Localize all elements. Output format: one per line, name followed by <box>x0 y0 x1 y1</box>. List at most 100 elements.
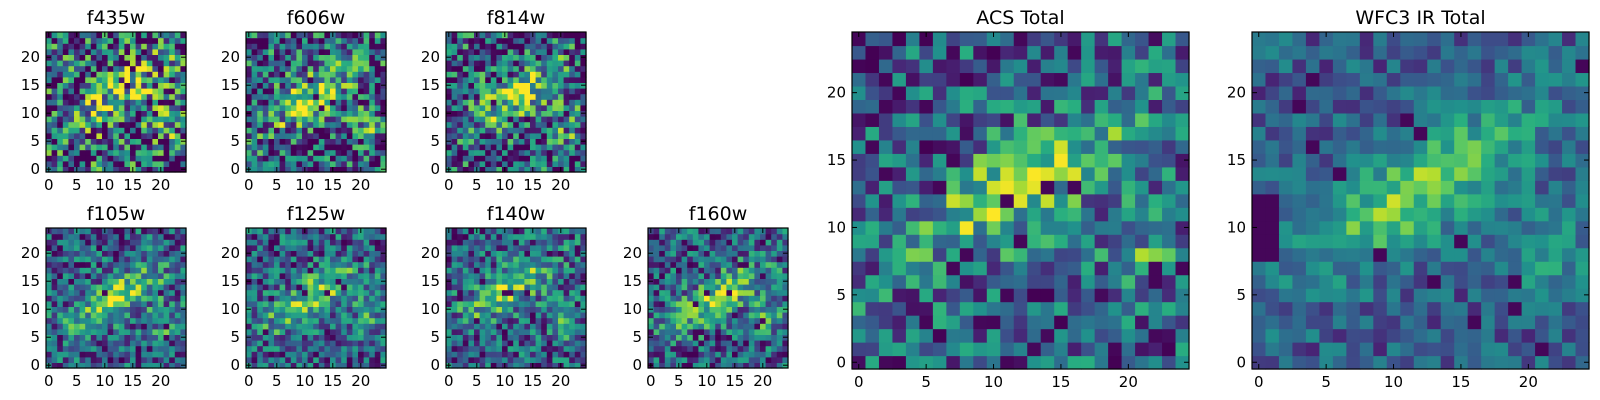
pixel-cell <box>569 239 576 246</box>
pixel-cell <box>251 289 258 296</box>
pixel-cell <box>180 127 187 134</box>
pixel-cell <box>302 328 309 335</box>
pixel-cell <box>107 166 114 173</box>
pixel-cell <box>524 60 531 67</box>
pixel-cell <box>268 144 275 151</box>
pixel-cell <box>107 334 114 341</box>
pixel-cell <box>490 345 497 352</box>
pixel-cell <box>369 312 376 319</box>
pixel-cell <box>1054 328 1069 343</box>
pixel-cell <box>1040 180 1055 195</box>
pixel-cell <box>158 144 165 151</box>
pixel-cell <box>341 289 348 296</box>
pixel-cell <box>479 334 486 341</box>
pixel-cell <box>51 295 58 302</box>
pixel-cell <box>451 334 458 341</box>
pixel-cell <box>290 284 297 291</box>
pixel-cell <box>318 239 325 246</box>
pixel-cell <box>946 153 961 168</box>
pixel-cell <box>307 340 314 347</box>
pixel-cell <box>102 261 109 268</box>
pixel-cell <box>653 250 660 257</box>
pixel-cell <box>130 306 137 313</box>
pixel-cell <box>146 228 153 235</box>
pixel-cell <box>374 312 381 319</box>
pixel-cell <box>107 71 114 78</box>
pixel-cell <box>174 312 181 319</box>
pixel-cell <box>174 244 181 251</box>
pixel-cell <box>659 272 666 279</box>
pixel-cell <box>687 362 694 369</box>
pixel-cell <box>380 149 387 156</box>
pixel-cell <box>296 116 303 123</box>
pixel-cell <box>552 43 559 50</box>
pixel-cell <box>285 362 292 369</box>
pixel-cell <box>124 239 131 246</box>
pixel-cell <box>569 228 576 235</box>
pixel-cell <box>507 228 514 235</box>
pixel-cell <box>169 160 176 167</box>
pixel-cell <box>369 48 376 55</box>
pixel-cell <box>715 317 722 324</box>
pixel-cell <box>113 239 120 246</box>
pixel-cell <box>307 289 314 296</box>
pixel-cell <box>776 312 783 319</box>
pixel-cell <box>485 121 492 128</box>
pixel-cell <box>507 261 514 268</box>
pixel-cell <box>737 328 744 335</box>
pixel-cell <box>479 272 486 279</box>
pixel-cell <box>85 127 92 134</box>
pixel-cell <box>563 323 570 330</box>
pixel-cell <box>698 261 705 268</box>
pixel-cell <box>479 228 486 235</box>
pixel-cell <box>62 54 69 61</box>
pixel-cell <box>358 289 365 296</box>
pixel-cell <box>257 54 264 61</box>
pixel-cell <box>141 54 148 61</box>
pixel-cell <box>569 155 576 162</box>
pixel-cell <box>318 71 325 78</box>
pixel-cell <box>68 155 75 162</box>
pixel-cell <box>335 345 342 352</box>
pixel-cell <box>113 104 120 111</box>
pixel-cell <box>574 244 581 251</box>
pixel-cell <box>687 300 694 307</box>
pixel-cell <box>318 93 325 100</box>
pixel-cell <box>919 247 934 262</box>
pixel-cell <box>346 32 353 39</box>
pixel-cell <box>474 351 481 358</box>
pixel-cell <box>358 93 365 100</box>
pixel-cell <box>363 345 370 352</box>
pixel-cell <box>279 244 286 251</box>
pixel-cell <box>919 234 934 249</box>
pixel-cell <box>748 300 755 307</box>
pixel-cell <box>474 88 481 95</box>
pixel-cell <box>57 323 64 330</box>
pixel-cell <box>68 244 75 251</box>
pixel-cell <box>479 160 486 167</box>
pixel-cell <box>85 138 92 145</box>
pixel-cell <box>374 37 381 44</box>
pixel-cell <box>518 289 525 296</box>
pixel-cell <box>141 239 148 246</box>
pixel-cell <box>1013 166 1028 181</box>
pixel-cell <box>681 295 688 302</box>
pixel-cell <box>380 323 387 330</box>
pixel-cell <box>135 149 142 156</box>
pixel-cell <box>51 37 58 44</box>
pixel-cell <box>113 99 120 106</box>
pixel-cell <box>485 54 492 61</box>
pixel-cell <box>358 155 365 162</box>
pixel-cell <box>57 306 64 313</box>
x-tick-label: 5 <box>674 372 684 390</box>
pixel-cell <box>474 289 481 296</box>
pixel-cell <box>648 312 655 319</box>
pixel-cell <box>462 132 469 139</box>
pixel-cell <box>330 149 337 156</box>
pixel-cell <box>302 267 309 274</box>
pixel-cell <box>986 274 1001 289</box>
pixel-cell <box>307 88 314 95</box>
pixel-cell <box>130 295 137 302</box>
pixel-cell <box>524 267 531 274</box>
pixel-cell <box>1121 207 1136 222</box>
